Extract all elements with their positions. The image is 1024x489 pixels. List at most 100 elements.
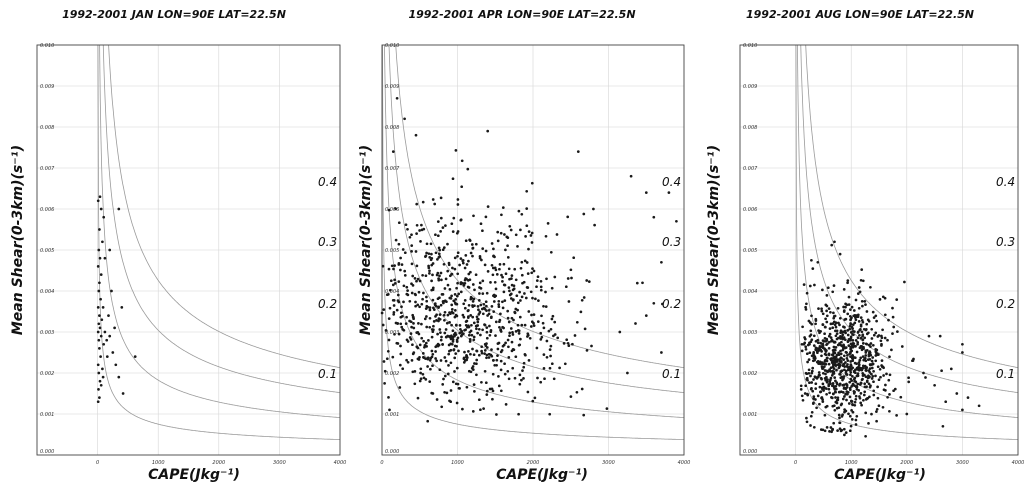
- data-point: [481, 328, 484, 332]
- data-point: [440, 278, 443, 282]
- data-point: [863, 382, 867, 386]
- data-point: [518, 373, 522, 377]
- data-point: [428, 380, 432, 383]
- data-point: [435, 313, 438, 317]
- data-point: [801, 398, 805, 402]
- data-point: [865, 322, 869, 326]
- y-tick-label: 0.008: [40, 125, 54, 131]
- data-point: [478, 311, 482, 314]
- data-point: [539, 285, 543, 289]
- data-point: [121, 392, 125, 395]
- data-point: [859, 381, 863, 385]
- data-point: [416, 357, 420, 361]
- data-point: [829, 378, 832, 382]
- data-point: [837, 413, 841, 417]
- data-point: [824, 378, 828, 382]
- contour-curve-0.1: [795, 45, 1018, 440]
- data-point: [837, 362, 841, 366]
- data-point: [459, 327, 462, 331]
- data-point: [861, 374, 865, 377]
- data-point: [874, 374, 877, 378]
- data-point: [465, 358, 469, 362]
- data-point: [428, 358, 432, 362]
- data-point: [851, 359, 855, 363]
- data-point: [525, 207, 529, 210]
- data-point: [821, 288, 824, 292]
- data-point: [425, 325, 429, 329]
- data-point: [495, 358, 499, 362]
- data-point: [434, 345, 438, 349]
- data-point: [843, 410, 846, 414]
- data-point: [885, 372, 888, 376]
- data-point: [881, 328, 884, 332]
- data-point: [431, 298, 435, 302]
- data-point: [418, 379, 422, 383]
- data-point: [496, 230, 500, 234]
- data-point: [830, 353, 834, 357]
- data-point: [532, 313, 536, 316]
- data-point: [492, 254, 495, 258]
- data-point: [813, 357, 817, 360]
- data-point: [453, 309, 457, 312]
- contour-curve-0.4: [805, 45, 1018, 368]
- data-point: [864, 375, 868, 379]
- data-point: [810, 369, 814, 373]
- data-point: [479, 222, 483, 226]
- data-point: [922, 371, 925, 375]
- data-point: [480, 258, 483, 262]
- data-point: [423, 345, 426, 349]
- data-point: [446, 242, 449, 246]
- data-point: [424, 307, 428, 310]
- data-point: [539, 380, 543, 384]
- data-point: [518, 382, 522, 386]
- data-point: [381, 323, 385, 327]
- data-point: [404, 223, 408, 227]
- data-point: [97, 371, 101, 375]
- data-point: [441, 248, 445, 252]
- data-point: [493, 266, 497, 270]
- data-point: [825, 343, 828, 347]
- data-point: [832, 384, 835, 388]
- data-point: [580, 387, 584, 391]
- data-point: [387, 208, 391, 212]
- data-point: [847, 344, 851, 347]
- data-point: [113, 326, 116, 330]
- data-point: [450, 222, 454, 226]
- data-point: [408, 299, 412, 303]
- data-point: [431, 286, 435, 290]
- y-tick-label: 0.008: [743, 125, 757, 131]
- data-point: [855, 387, 859, 391]
- data-point: [816, 260, 820, 264]
- data-point: [528, 336, 532, 340]
- data-point: [446, 313, 450, 317]
- data-point: [859, 392, 863, 395]
- data-point: [432, 306, 435, 310]
- data-point: [812, 334, 816, 338]
- data-point: [849, 345, 853, 349]
- data-point: [493, 363, 497, 367]
- data-point: [573, 334, 577, 337]
- data-point: [837, 358, 841, 362]
- data-point: [580, 298, 584, 302]
- data-point: [566, 215, 570, 219]
- contour-label: 0.4: [662, 175, 681, 189]
- data-point: [487, 309, 491, 312]
- data-point: [432, 320, 436, 323]
- data-point: [854, 368, 857, 372]
- data-point: [510, 274, 514, 277]
- data-point: [801, 325, 804, 329]
- data-point: [513, 311, 517, 315]
- data-point: [660, 351, 663, 354]
- y-tick-label: 0.009: [40, 84, 54, 90]
- data-point: [508, 289, 511, 293]
- data-point: [420, 223, 423, 227]
- data-point: [483, 369, 487, 373]
- data-point: [527, 359, 531, 362]
- data-point: [832, 356, 836, 360]
- data-point: [537, 299, 540, 302]
- data-point: [469, 370, 473, 374]
- data-point: [479, 408, 482, 412]
- data-point: [809, 414, 813, 418]
- data-point: [832, 392, 835, 396]
- data-point: [420, 228, 424, 232]
